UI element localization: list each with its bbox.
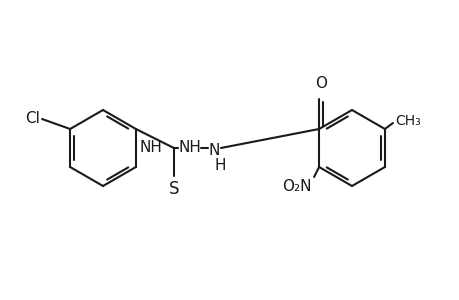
Text: CH₃: CH₃: [394, 114, 420, 128]
Text: NH: NH: [179, 140, 202, 154]
Text: H: H: [214, 158, 226, 173]
Text: O: O: [314, 76, 326, 91]
Text: O₂N: O₂N: [282, 179, 311, 194]
Text: NH: NH: [140, 140, 162, 154]
Text: S: S: [168, 180, 179, 198]
Text: N: N: [208, 142, 220, 158]
Text: Cl: Cl: [25, 110, 40, 125]
